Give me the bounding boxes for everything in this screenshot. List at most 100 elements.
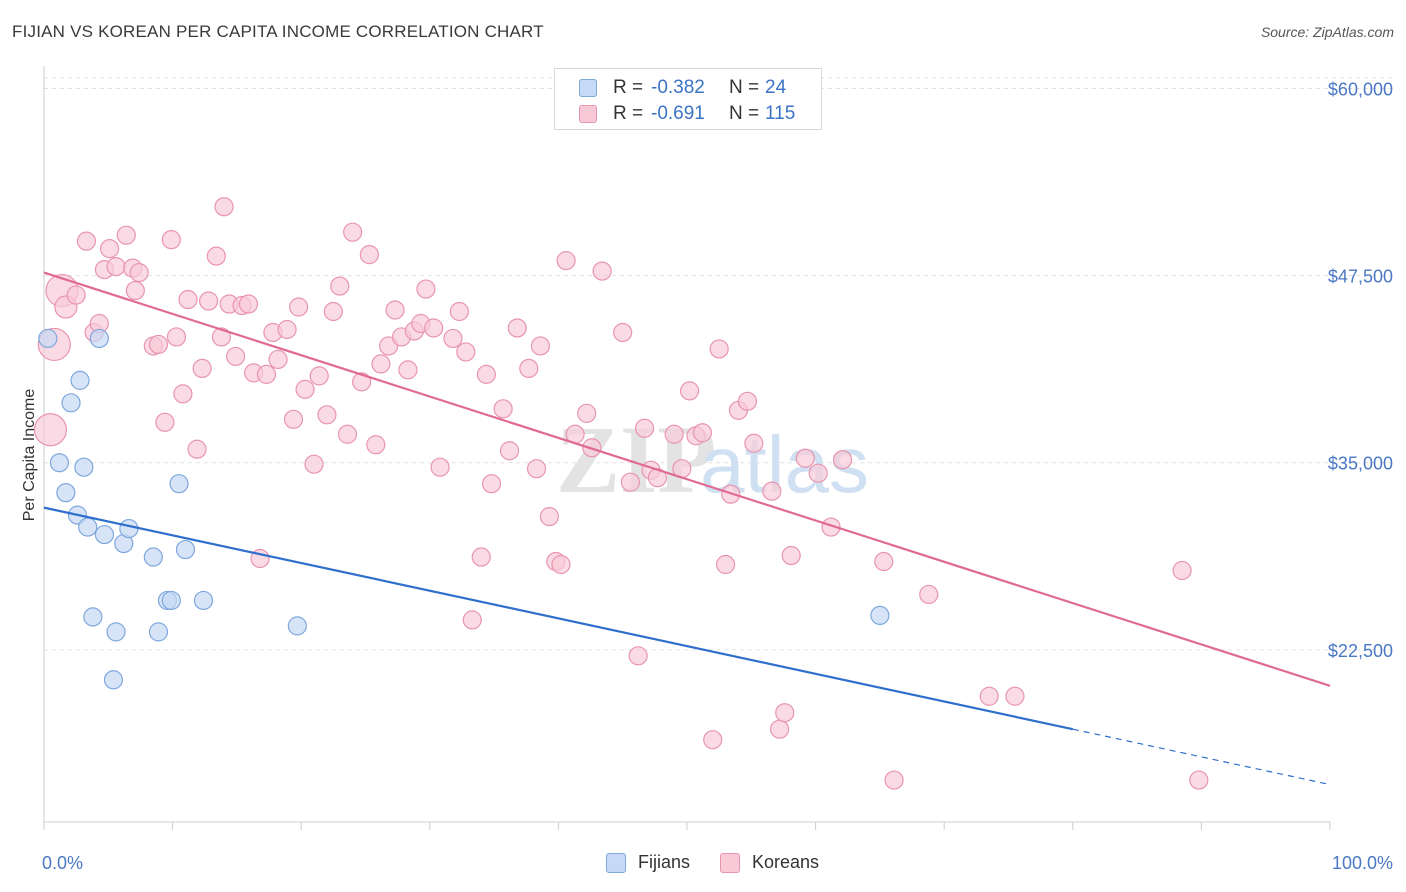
korean-point: [481, 474, 502, 494]
korean-point: [715, 554, 736, 575]
korean-point: [371, 354, 391, 374]
trend-lines: [43, 271, 1331, 786]
fijian-point: [169, 474, 189, 494]
korean-point: [443, 328, 463, 349]
fijian-point: [83, 607, 103, 627]
korean-point: [125, 280, 145, 301]
korean-point: [874, 551, 894, 572]
korean-point: [613, 322, 633, 343]
korean-point: [769, 719, 790, 739]
korean-point: [359, 245, 379, 265]
korean-point: [530, 336, 550, 356]
korean-point: [214, 197, 234, 217]
legend-item-koreans[interactable]: Koreans: [720, 852, 819, 873]
korean-point: [476, 364, 496, 384]
korean-point: [775, 703, 795, 723]
korean-point: [539, 507, 559, 527]
korean-point: [526, 459, 547, 479]
n-value: 24: [765, 77, 787, 98]
r-value: -0.382: [651, 77, 705, 98]
korean-point: [416, 279, 436, 299]
korean-point: [919, 584, 939, 605]
korean-point: [795, 448, 815, 468]
korean-point: [283, 409, 304, 429]
korean-point: [737, 391, 758, 411]
korean-point: [206, 246, 226, 266]
korean-point: [456, 342, 476, 362]
korean-point: [493, 399, 513, 419]
korean-point: [592, 261, 612, 281]
fijian-point: [193, 590, 214, 611]
korean-point: [129, 262, 149, 283]
korean-point: [352, 372, 372, 392]
series-legend: Fijians Koreans: [606, 852, 849, 873]
korean-point: [519, 358, 539, 378]
korean-point: [634, 418, 655, 438]
korean-point: [664, 424, 684, 444]
tick-labels: $22,500 $35,000 $47,500 $60,000 0.0% 100.0%: [42, 79, 1393, 873]
korean-point: [1189, 770, 1209, 790]
korean-point: [808, 463, 828, 483]
korean-point: [192, 358, 212, 378]
korean-point: [256, 364, 277, 384]
legend-item-fijians[interactable]: Fijians: [606, 852, 690, 873]
fijian-point: [61, 393, 81, 413]
chart-title: FIJIAN VS KOREAN PER CAPITA INCOME CORRE…: [12, 22, 544, 41]
r-label: R =: [613, 77, 644, 98]
y-tick-label: $22,500: [1328, 641, 1393, 661]
legend-label-koreans: Koreans: [752, 852, 820, 872]
fijian-point: [119, 518, 139, 539]
x-tick-label: 100.0%: [1332, 853, 1393, 873]
fijian-point: [56, 483, 76, 503]
watermark: ZIP atlas: [556, 406, 869, 513]
korean-point: [430, 457, 450, 477]
y-tick-label: $60,000: [1328, 79, 1393, 99]
korean-point: [187, 439, 207, 459]
legend-row-fijians: R = -0.382 N = 24: [579, 76, 786, 100]
fijian-point: [38, 328, 58, 349]
korean-point: [166, 327, 187, 347]
korean-point: [556, 251, 576, 271]
n-label: N =: [729, 77, 760, 98]
y-tick-label: $47,500: [1328, 267, 1393, 287]
korean-point: [173, 384, 193, 404]
korean-point: [337, 424, 358, 444]
korean-point: [66, 285, 86, 305]
fijian-point: [161, 590, 181, 611]
korean-point: [628, 646, 648, 666]
korean-point: [161, 230, 181, 250]
korean-point: [155, 412, 175, 432]
legend-row-koreans: R = -0.691 N = 115: [579, 102, 795, 126]
fijian-trend-line: [43, 506, 1074, 731]
korean-point: [106, 257, 126, 277]
fijian-point: [78, 517, 98, 537]
n-label: N =: [729, 103, 760, 124]
fijian-point: [148, 622, 169, 642]
korean-point: [620, 472, 641, 492]
korean-point: [499, 441, 520, 461]
korean-point: [116, 225, 136, 245]
fijian-point: [287, 616, 307, 636]
korean-point: [692, 423, 713, 443]
korean-point: [76, 231, 97, 251]
fijian-point: [94, 524, 115, 545]
fijians-swatch: [579, 79, 597, 97]
legend-label-fijians: Fijians: [638, 852, 691, 872]
korean-point: [703, 730, 723, 750]
korean-point: [148, 334, 169, 355]
x-tick-label: 0.0%: [42, 853, 83, 873]
korean-point: [398, 360, 418, 380]
korean-point: [330, 276, 350, 296]
korean-point: [424, 318, 444, 338]
korean-point: [821, 517, 841, 537]
y-axis-label: Per Capita Income: [21, 389, 38, 522]
korean-point: [309, 366, 329, 386]
korean-point: [833, 450, 853, 470]
source-label: Source: ZipAtlas.com: [1260, 24, 1394, 40]
fijian-points: [38, 328, 890, 690]
korean-point: [238, 294, 259, 314]
fijian-point: [74, 457, 94, 477]
korean-point: [1005, 686, 1025, 706]
korean-point: [449, 301, 469, 322]
